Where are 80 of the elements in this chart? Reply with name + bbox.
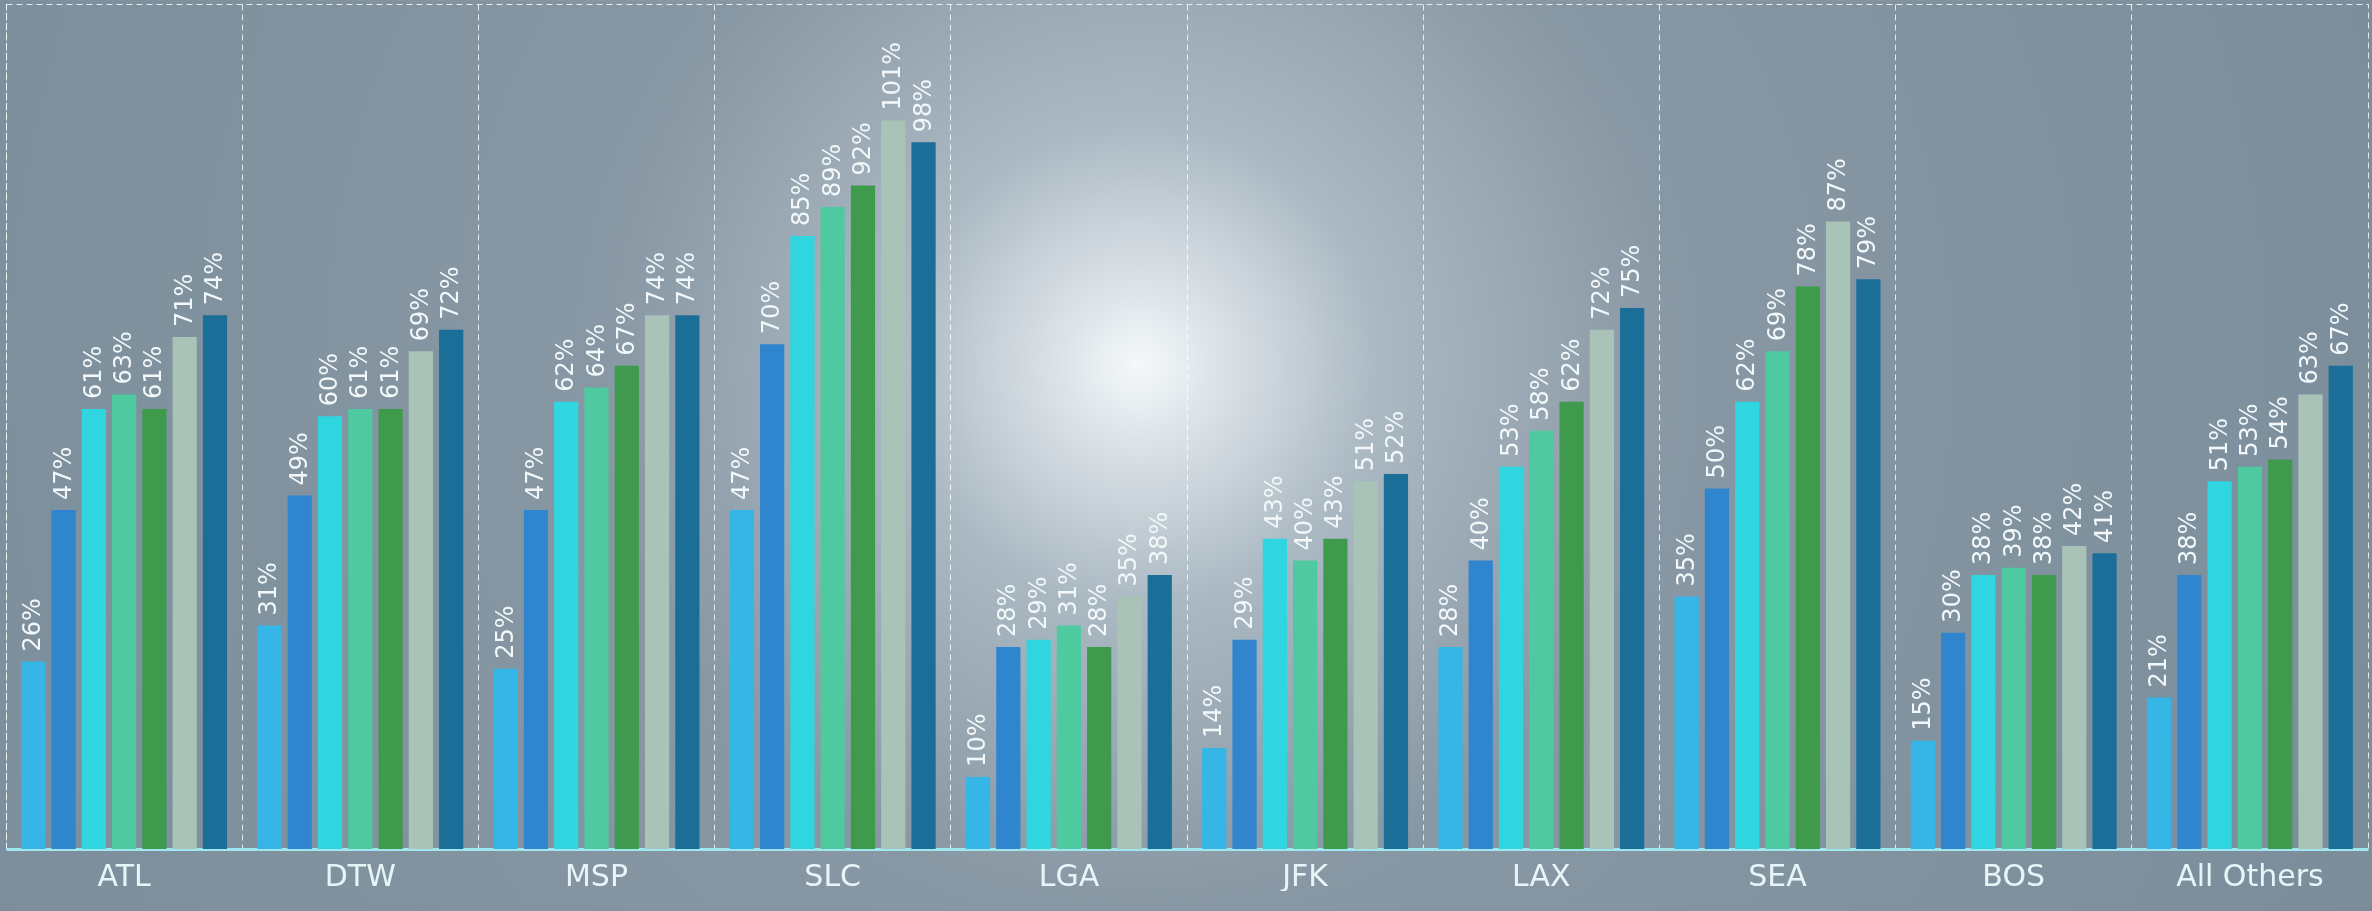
data-label: 60% [315, 352, 344, 407]
data-label: 51% [1350, 417, 1379, 472]
data-label: 47% [726, 446, 755, 501]
data-label: 89% [817, 143, 846, 198]
data-label: 47% [520, 446, 549, 501]
data-label: 85% [787, 172, 816, 226]
data-label: 61% [78, 345, 107, 400]
data-label: 38% [2174, 511, 2203, 565]
x-tick-label: SLC [804, 857, 862, 893]
data-label: 43% [1259, 475, 1288, 529]
x-tick-label: BOS [1982, 857, 2046, 893]
data-label: 10% [963, 713, 992, 767]
data-label: 35% [1114, 533, 1143, 587]
data-label: 41% [2089, 489, 2118, 544]
data-label: 31% [254, 562, 283, 616]
x-tick-label: SEA [1748, 857, 1808, 893]
data-label: 38% [2028, 511, 2057, 565]
data-label: 30% [1938, 569, 1967, 623]
data-label: 53% [2234, 403, 2263, 457]
data-label: 28% [1084, 583, 1113, 638]
data-label: 29% [1023, 576, 1052, 630]
data-label: 21% [2144, 634, 2173, 688]
data-label: 74% [642, 251, 671, 306]
data-label: 63% [109, 331, 138, 385]
data-label: 50% [1701, 425, 1730, 479]
data-label: 42% [2059, 482, 2088, 537]
data-label: 98% [908, 78, 937, 133]
data-label: 40% [1290, 497, 1319, 551]
data-label: 28% [1435, 583, 1464, 638]
data-label: 75% [1617, 244, 1646, 299]
data-label: 64% [581, 324, 610, 378]
data-label: 62% [1732, 338, 1761, 392]
data-label: 92% [847, 122, 876, 176]
data-label: 74% [199, 251, 228, 306]
data-label: 39% [1998, 504, 2027, 558]
data-label: 47% [48, 446, 77, 501]
x-tick-label: MSP [564, 857, 629, 893]
data-label: 62% [551, 338, 580, 392]
data-label: 51% [2204, 417, 2233, 472]
data-label: 79% [1853, 215, 1882, 270]
data-label: 87% [1823, 158, 1852, 212]
data-label: 53% [1496, 403, 1525, 457]
data-label: 52% [1380, 410, 1409, 464]
data-label: 67% [2325, 302, 2354, 356]
data-label: 26% [18, 598, 47, 652]
data-label: 78% [1792, 223, 1821, 277]
data-label: 54% [2265, 396, 2294, 450]
data-label: 70% [757, 280, 786, 335]
x-tick-label: LAX [1512, 857, 1571, 893]
data-label: 38% [1144, 511, 1173, 565]
data-label: 29% [1229, 576, 1258, 630]
data-label: 25% [490, 605, 519, 659]
data-label: 71% [169, 273, 198, 327]
data-label: 72% [436, 266, 465, 320]
data-label: 69% [1762, 288, 1791, 342]
data-label: 74% [672, 251, 701, 306]
data-label: 43% [1320, 475, 1349, 529]
x-tick-label: DTW [324, 857, 396, 893]
x-tick-label: ATL [97, 857, 151, 893]
data-label: 61% [139, 345, 168, 400]
data-label: 49% [284, 432, 313, 486]
data-label: 40% [1465, 497, 1494, 551]
data-label: 58% [1526, 367, 1555, 421]
x-tick-label: All Others [2176, 857, 2324, 893]
data-label: 69% [405, 288, 434, 342]
data-label: 63% [2295, 331, 2324, 385]
x-tick-label: JFK [1280, 857, 1330, 893]
data-label: 35% [1671, 533, 1700, 587]
data-label: 28% [993, 583, 1022, 638]
data-label: 101% [878, 41, 907, 111]
data-label: 62% [1556, 338, 1585, 392]
data-label: 61% [345, 345, 374, 400]
data-label: 61% [375, 345, 404, 400]
data-label: 72% [1586, 266, 1615, 320]
data-label: 31% [1053, 562, 1082, 616]
data-label: 38% [1968, 511, 1997, 565]
data-label: 14% [1199, 684, 1228, 739]
data-label: 67% [611, 302, 640, 356]
data-label: 15% [1907, 677, 1936, 731]
x-tick-label: LGA [1038, 857, 1100, 893]
